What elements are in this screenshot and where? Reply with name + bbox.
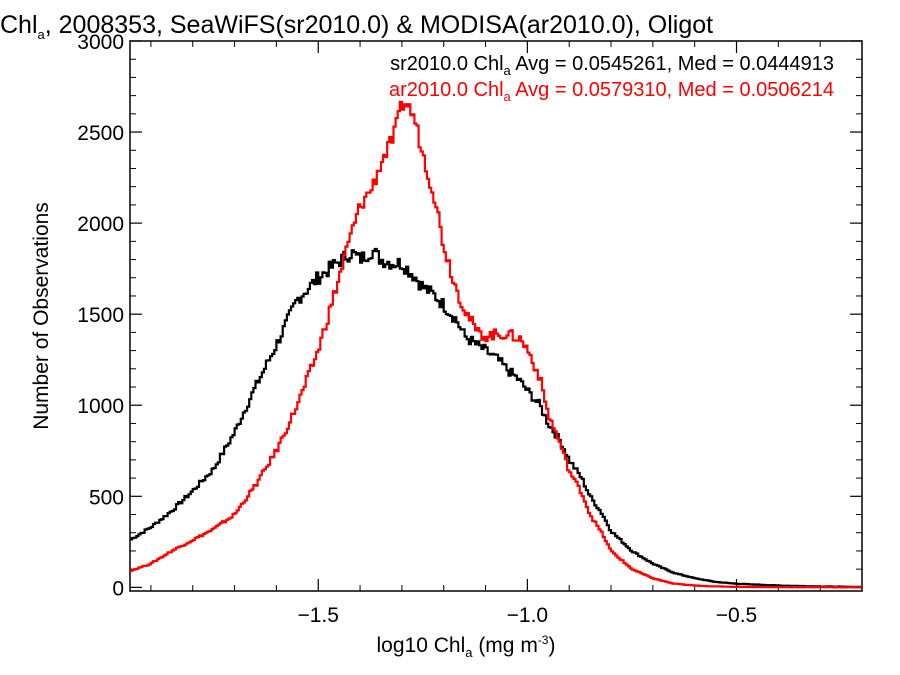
- series-layer: [130, 100, 862, 589]
- legend: sr2010.0 Chla Avg = 0.0545261, Med = 0.0…: [389, 53, 834, 104]
- series-line-sr2010.0: [130, 247, 862, 589]
- series-line-ar2010.0: [130, 100, 862, 589]
- x-tick-label: −1.5: [297, 604, 338, 627]
- x-label-unit-open: (mg m: [472, 634, 537, 657]
- legend-prefix: ar2010.0 Chl: [389, 79, 504, 101]
- legend-rest: Avg = 0.0545261, Med = 0.0444913: [511, 53, 834, 75]
- y-tick-label: 1500: [77, 304, 124, 327]
- y-tick-label: 2000: [77, 213, 124, 236]
- chart-title: Chla, 2008353, SeaWiFS(sr2010.0) & MODIS…: [0, 11, 713, 42]
- legend-entry-ar2010.0: ar2010.0 Chla Avg = 0.0579310, Med = 0.0…: [389, 79, 834, 104]
- x-label-subscript: a: [465, 645, 473, 660]
- x-label-unit-close: ): [548, 634, 555, 657]
- y-tick-label: 0: [112, 577, 124, 600]
- x-tick-label: −1.0: [507, 604, 548, 627]
- legend-entry-sr2010.0: sr2010.0 Chla Avg = 0.0545261, Med = 0.0…: [390, 53, 834, 78]
- y-tick-label: 3000: [77, 31, 124, 54]
- legend-rest: Avg = 0.0579310, Med = 0.0506214: [511, 79, 834, 101]
- legend-prefix: sr2010.0 Chl: [390, 53, 503, 75]
- y-axis-label: Number of Observations: [30, 202, 53, 430]
- x-label-superscript: -3: [538, 633, 549, 647]
- plot-area: [129, 40, 863, 592]
- title-prefix: Chl: [0, 11, 38, 39]
- x-tick-label: −0.5: [716, 604, 757, 627]
- axis-ticks: −1.5 −1.0 −0.5 0 500 1000 1500 2000 2500 3000: [77, 31, 863, 627]
- title-rest: , 2008353, SeaWiFS(sr2010.0) & MODISA(ar…: [45, 11, 713, 39]
- legend-subscript: a: [504, 89, 512, 104]
- x-axis-label: log10 Chla (mg m-3): [377, 633, 556, 660]
- title-subscript: a: [38, 27, 46, 42]
- y-tick-label: 2500: [77, 122, 124, 145]
- y-tick-label: 500: [89, 486, 124, 509]
- plot-frame: [129, 40, 863, 592]
- x-label-prefix: log10 Chl: [377, 634, 466, 657]
- y-tick-label: 1000: [77, 395, 124, 418]
- legend-subscript: a: [504, 63, 512, 78]
